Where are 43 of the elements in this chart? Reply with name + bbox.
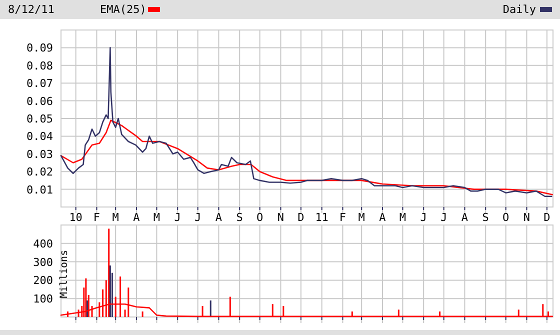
x-tick-label: M bbox=[399, 211, 406, 224]
x-tick-label: N bbox=[277, 211, 284, 224]
x-tick-label: 11 bbox=[315, 211, 328, 224]
y-tick-label: 0.01 bbox=[26, 183, 53, 196]
x-tick-label: J bbox=[440, 211, 448, 224]
y-tick-label: 0.07 bbox=[26, 77, 53, 90]
x-tick-label: D bbox=[544, 211, 550, 224]
x-tick-label: O bbox=[502, 211, 510, 224]
y-tick-label: 0.09 bbox=[26, 42, 53, 55]
y-tick-label: 0.04 bbox=[26, 130, 54, 144]
x-tick-label: M bbox=[358, 211, 366, 224]
x-tick-label: J bbox=[420, 211, 427, 224]
x-tick-label: D bbox=[298, 211, 304, 224]
x-tick-label: J bbox=[194, 211, 202, 224]
y-axis-title: Millions bbox=[59, 250, 70, 298]
y-tick-label: 0.06 bbox=[26, 94, 53, 108]
line-series bbox=[60, 47, 552, 198]
x-tick-label: 10 bbox=[69, 211, 82, 224]
line-series bbox=[60, 120, 553, 196]
chart-title: 8/12/11 bbox=[8, 3, 54, 16]
x-tick-label: S bbox=[236, 211, 243, 224]
x-tick-label: A bbox=[133, 211, 140, 224]
y-tick-label: 0.05 bbox=[26, 112, 53, 126]
x-tick-label: O bbox=[256, 211, 264, 224]
x-tick-label: A bbox=[379, 211, 386, 224]
y-tick-label: 0.08 bbox=[26, 59, 53, 72]
x-tick-label: M bbox=[112, 211, 120, 224]
y-tick-label: 300 bbox=[33, 256, 53, 269]
x-tick-label: A bbox=[461, 211, 468, 224]
x-tick-label: F bbox=[339, 211, 346, 224]
y-tick-label: 0.02 bbox=[26, 166, 53, 179]
y-tick-label: 400 bbox=[33, 237, 53, 250]
x-tick-label: F bbox=[93, 211, 100, 224]
x-tick-label: J bbox=[174, 211, 181, 224]
legend-label: EMA(25) bbox=[100, 3, 146, 16]
y-tick-label: 0.03 bbox=[26, 148, 53, 161]
x-tick-label: A bbox=[215, 211, 222, 224]
x-tick-label: N bbox=[523, 211, 530, 224]
legend-label: Daily bbox=[502, 3, 536, 16]
x-tick-label: M bbox=[153, 211, 160, 224]
y-tick-label: 200 bbox=[33, 274, 53, 288]
x-tick-label: S bbox=[482, 211, 489, 224]
y-tick-label: 100 bbox=[33, 292, 53, 306]
